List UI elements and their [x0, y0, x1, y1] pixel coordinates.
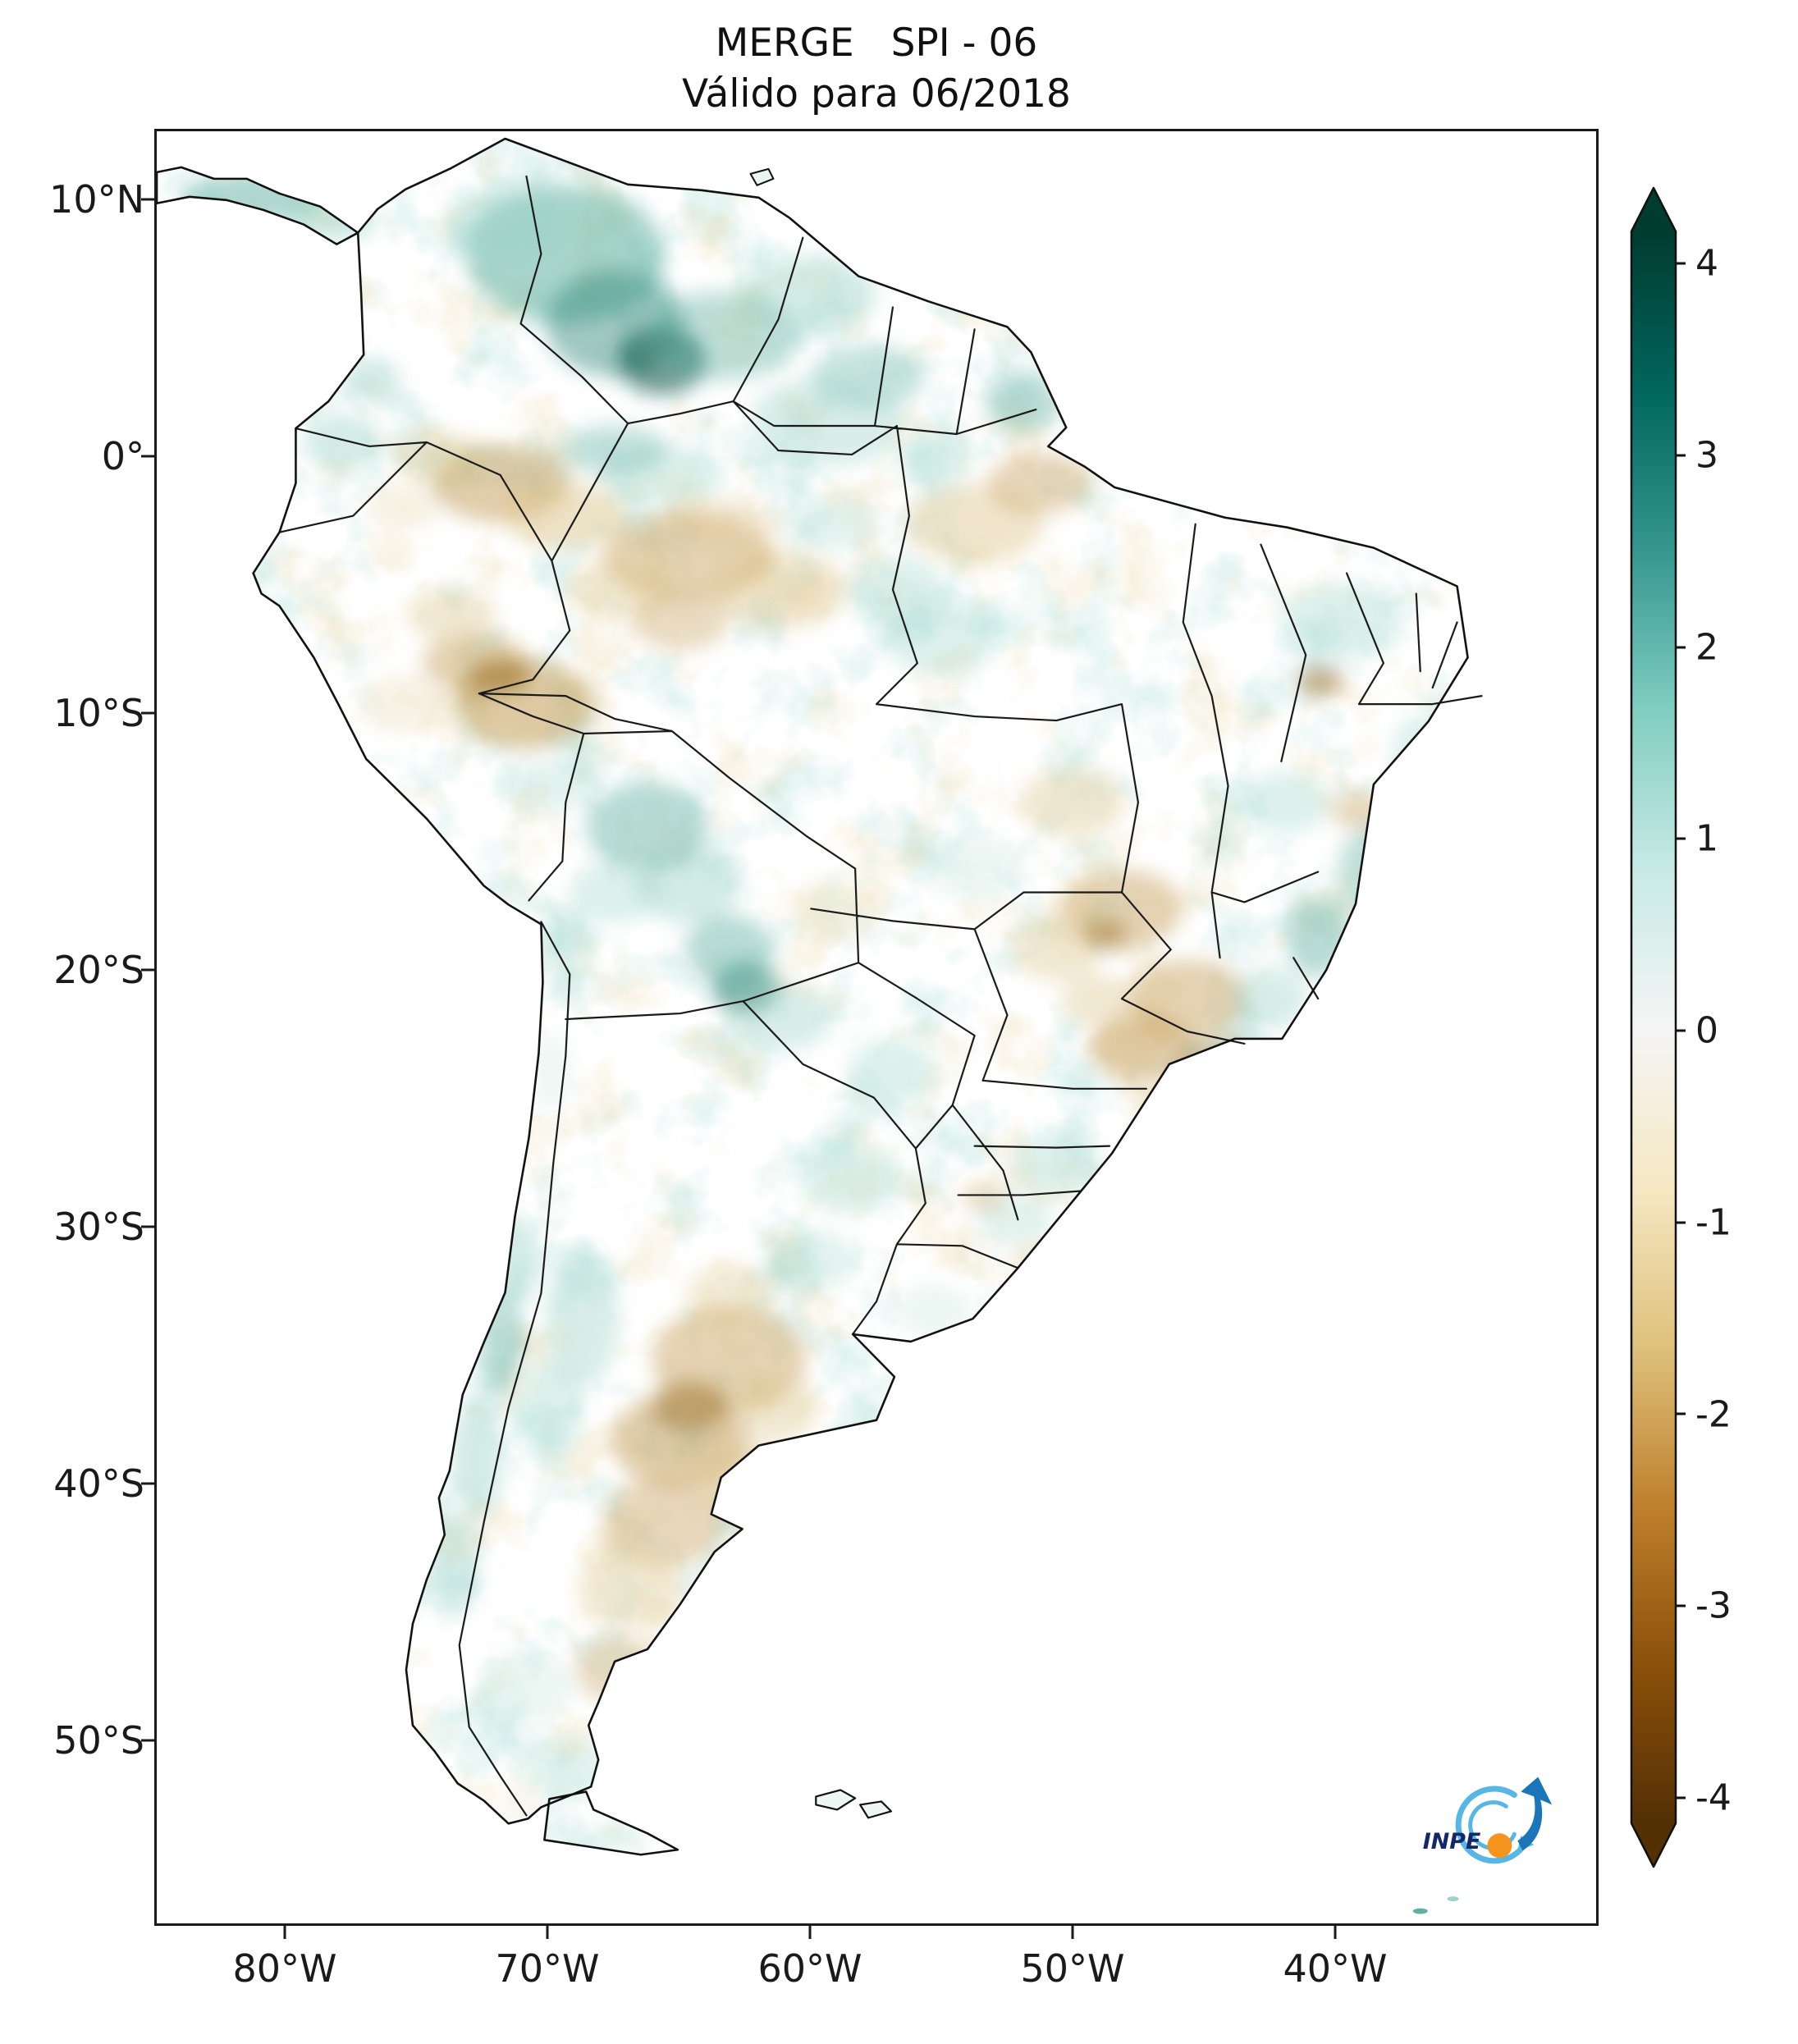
- colorbar-gradient: [1630, 186, 1686, 1868]
- colorbar-tick-label: 0: [1695, 1009, 1718, 1052]
- south-islet-specks: [1412, 1896, 1459, 1914]
- y-tick-mark: [141, 968, 154, 972]
- x-tick-label: 40°W: [1283, 1946, 1388, 1991]
- colorbar-tick-marks: [1676, 262, 1686, 1799]
- inpe-logo: INPE: [1423, 1776, 1553, 1864]
- x-tick-mark: [1071, 1926, 1074, 1939]
- logo-text: INPE: [1423, 1829, 1481, 1854]
- colorbar: [1630, 186, 1689, 1868]
- colorbar-tick-label: -1: [1695, 1201, 1732, 1244]
- chart-title: MERGE SPI - 06: [715, 21, 1038, 66]
- colorbar-tick-label: 2: [1695, 626, 1718, 669]
- logo-orange-sphere: [1487, 1833, 1512, 1859]
- x-tick-label: 60°W: [757, 1946, 862, 1991]
- y-tick-label: 50°S: [53, 1718, 144, 1763]
- colorbar-tick-label: -3: [1695, 1584, 1732, 1627]
- y-tick-label: 10°N: [49, 177, 144, 222]
- x-tick-mark: [1334, 1926, 1337, 1939]
- y-tick-label: 40°S: [53, 1461, 144, 1506]
- y-tick-label: 0°: [101, 434, 144, 478]
- x-tick-mark: [546, 1926, 549, 1939]
- logo-arrow: [1517, 1776, 1553, 1851]
- x-tick-label: 80°W: [232, 1946, 337, 1991]
- y-tick-label: 10°S: [53, 691, 144, 735]
- coastline: [157, 137, 1469, 1856]
- colorbar-tick-label: -4: [1695, 1776, 1732, 1819]
- x-tick-label: 70°W: [495, 1946, 600, 1991]
- colorbar-tick-label: 3: [1695, 434, 1718, 477]
- colorbar-tick-label: -2: [1695, 1393, 1732, 1436]
- x-tick-mark: [808, 1926, 812, 1939]
- x-tick-mark: [283, 1926, 286, 1939]
- y-tick-mark: [141, 198, 154, 201]
- y-tick-mark: [141, 1482, 154, 1485]
- title-block: MERGE SPI - 06 Válido para 06/2018: [154, 18, 1599, 120]
- x-tick-label: 50°W: [1020, 1946, 1125, 1991]
- y-tick-label: 20°S: [53, 948, 144, 992]
- spi-raster-field: [157, 138, 1468, 1855]
- map-frame: INPE: [154, 129, 1599, 1926]
- admin-boundaries: [278, 175, 1483, 1817]
- chart-subtitle: Válido para 06/2018: [682, 71, 1071, 117]
- colorbar-tick-label: 1: [1695, 817, 1718, 860]
- y-tick-mark: [141, 711, 154, 715]
- y-tick-mark: [141, 1739, 154, 1742]
- logo-swirl: [1455, 1786, 1529, 1864]
- south-america-map: INPE: [157, 137, 1553, 1914]
- y-tick-mark: [141, 1225, 154, 1228]
- colorbar-tick-label: 4: [1695, 242, 1718, 285]
- falkland-islands: [815, 1789, 857, 1811]
- y-tick-label: 30°S: [53, 1205, 144, 1249]
- y-tick-mark: [141, 455, 154, 458]
